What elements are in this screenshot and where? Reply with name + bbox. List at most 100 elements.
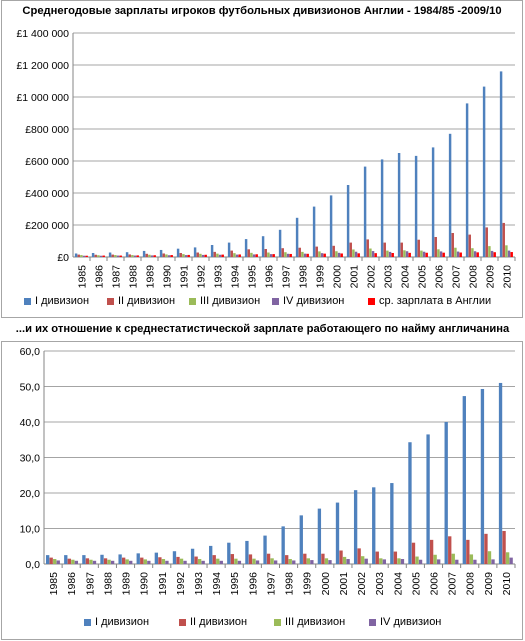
x-tick-label: 1991	[179, 265, 191, 289]
bar	[473, 559, 477, 564]
x-tick-label: 1999	[302, 572, 314, 596]
legend-swatch	[84, 618, 91, 626]
x-tick-label: 2005	[417, 265, 429, 289]
bar	[339, 550, 343, 564]
x-tick-label: 1999	[315, 265, 327, 289]
y-tick-label: 60,0	[20, 346, 41, 358]
y-tick-label: 20,0	[20, 488, 41, 500]
bar	[252, 558, 256, 564]
bar	[476, 252, 479, 257]
bar	[281, 248, 284, 257]
x-tick-label: 1988	[102, 572, 114, 596]
x-tick-label: 1986	[66, 572, 78, 596]
bar	[324, 558, 329, 564]
x-tick-label: 1997	[281, 265, 293, 289]
x-tick-label: 1994	[211, 572, 223, 596]
bar	[493, 252, 496, 257]
legend-swatch	[368, 297, 375, 305]
bar	[107, 559, 111, 564]
bar	[111, 254, 114, 257]
bar	[142, 250, 146, 257]
bar	[369, 248, 372, 257]
bar	[372, 487, 376, 564]
bar	[133, 255, 137, 257]
x-tick-label: 1988	[128, 265, 140, 289]
ratio-chart-panel: 0,0 10,0 20,0 30,0 40,0 50,0 60,0 1985 1986 1987 1…	[1, 341, 523, 640]
bar	[357, 548, 361, 564]
bar	[509, 557, 513, 564]
bar	[212, 555, 216, 564]
x-tick-label: 2003	[383, 265, 395, 289]
bar	[431, 147, 435, 257]
bar	[320, 253, 324, 257]
bar	[408, 252, 411, 257]
bar	[210, 245, 214, 257]
x-tick-label: 2008	[468, 265, 480, 289]
bar	[317, 508, 322, 564]
bar	[182, 254, 185, 257]
bar	[255, 254, 258, 257]
bar	[439, 251, 443, 257]
salary-chart-svg: £0 £200 000 £400 000 £600 000 £800 000 £1 000…	[16, 28, 516, 289]
bar	[114, 255, 117, 257]
legend-item: II дивизион	[107, 295, 175, 307]
bar	[121, 557, 126, 564]
bar	[100, 554, 104, 564]
x-tick-label: 1998	[298, 265, 310, 289]
x-tick-label: 2001	[349, 265, 361, 289]
bar	[150, 255, 154, 257]
x-tick-label: 2003	[374, 572, 386, 596]
y-tick-label: £200 000	[25, 220, 69, 232]
bar	[487, 551, 492, 564]
bar	[502, 222, 505, 257]
x-tick-label: 2004	[392, 572, 404, 596]
bar	[53, 559, 57, 564]
bar	[321, 553, 325, 564]
bar	[465, 103, 469, 258]
y-tick-label: £800 000	[25, 124, 69, 136]
bar	[364, 558, 368, 564]
legend-label: I дивизион	[95, 616, 150, 628]
bar	[194, 556, 198, 564]
bar	[176, 556, 180, 564]
bar	[197, 559, 202, 564]
bar	[264, 249, 267, 257]
bar	[218, 254, 222, 257]
bar	[74, 253, 78, 257]
legend-label: I дивизион	[35, 295, 90, 307]
legend-item: ср. зарплата в Англии	[368, 295, 491, 307]
bar	[125, 252, 129, 257]
bar	[502, 530, 506, 564]
legend-item: III дивизион	[274, 616, 345, 628]
bar	[393, 551, 398, 564]
bar	[85, 255, 88, 257]
bar	[161, 559, 166, 564]
bar	[485, 227, 488, 257]
x-tick-label: 2004	[400, 265, 412, 289]
bar	[390, 483, 394, 564]
legend-swatch	[189, 297, 196, 305]
bar	[469, 554, 474, 564]
bar	[315, 246, 318, 257]
bar	[346, 559, 350, 564]
bar	[426, 434, 430, 564]
bar	[245, 540, 249, 564]
bar	[375, 551, 379, 564]
legend-label: ср. зарплата в Англии	[379, 295, 492, 307]
bar	[346, 185, 350, 257]
x-tick-label: 2000	[332, 265, 344, 289]
y-tick-label: £1 200 000	[16, 60, 69, 72]
bar	[184, 255, 188, 257]
bar	[498, 382, 503, 564]
x-tick-label: 1989	[145, 265, 157, 289]
x-tick-label: 1987	[84, 572, 96, 596]
bar	[400, 559, 405, 564]
bar	[388, 251, 392, 257]
legend-label: II дивизион	[118, 295, 176, 307]
bar	[335, 251, 338, 257]
bar	[318, 251, 321, 257]
bar	[82, 255, 86, 257]
bar	[147, 560, 151, 564]
bar	[270, 558, 274, 564]
bar	[199, 253, 202, 257]
